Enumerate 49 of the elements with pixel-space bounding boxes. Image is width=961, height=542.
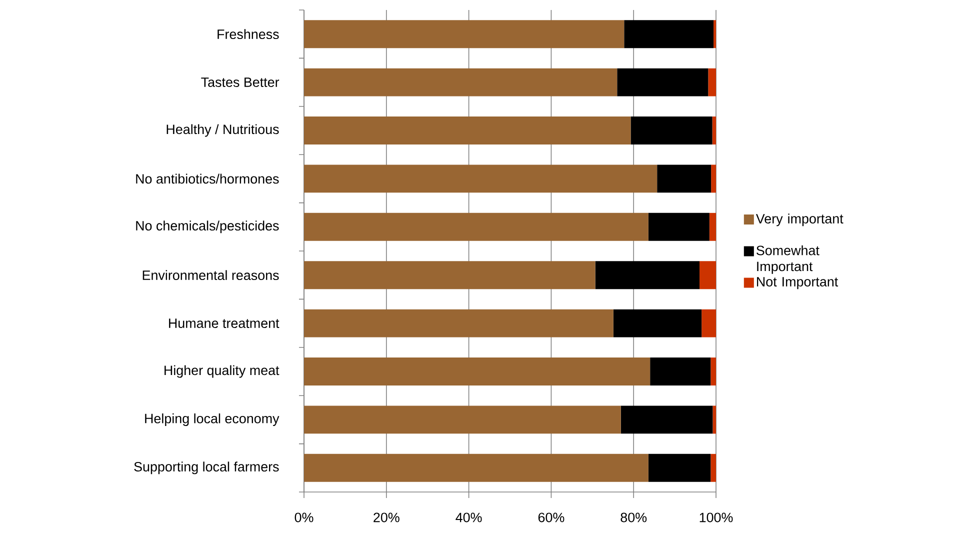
y-tick-label: Tastes Better bbox=[201, 78, 280, 87]
bar bbox=[304, 309, 614, 338]
bar bbox=[304, 116, 631, 144]
bar bbox=[613, 309, 702, 338]
bar bbox=[304, 261, 596, 290]
bar bbox=[709, 212, 716, 241]
bar bbox=[710, 454, 716, 482]
bar bbox=[712, 406, 716, 434]
y-tick-label: Humane treatment bbox=[169, 318, 280, 328]
bar bbox=[304, 454, 648, 482]
x-tick-label: 60% bbox=[538, 512, 564, 522]
bar bbox=[620, 406, 713, 434]
bar bbox=[304, 358, 650, 386]
x-tick-label: 80% bbox=[620, 512, 647, 522]
x-tick-label: 0% bbox=[294, 512, 314, 522]
y-tick-label: Environmental reasons bbox=[142, 270, 279, 280]
bar bbox=[714, 20, 716, 48]
bar bbox=[304, 212, 648, 241]
bar bbox=[708, 68, 716, 96]
bar bbox=[617, 68, 708, 96]
bar bbox=[648, 454, 711, 482]
bar bbox=[657, 164, 712, 193]
y-tick-label: No chemicals/pesticides bbox=[136, 220, 279, 234]
x-tick-label: 100% bbox=[700, 512, 733, 522]
bar bbox=[595, 261, 700, 290]
legend-label: Very important bbox=[756, 214, 844, 226]
legend-label: Somewhat Important bbox=[756, 245, 820, 274]
bar bbox=[648, 212, 710, 241]
bar bbox=[712, 116, 716, 144]
y-tick-label: Higher quality meat bbox=[164, 365, 280, 378]
bar bbox=[304, 406, 621, 434]
bar bbox=[711, 164, 716, 193]
y-tick-label: Freshness bbox=[218, 29, 279, 40]
bar bbox=[630, 116, 712, 144]
y-tick-label: Helping local economy bbox=[145, 413, 280, 426]
y-tick-label: Supporting local farmers bbox=[134, 462, 279, 474]
x-tick-label: 20% bbox=[374, 512, 400, 522]
bar bbox=[304, 68, 618, 96]
bar bbox=[624, 20, 714, 48]
bar bbox=[304, 164, 658, 193]
x-tick-label: 40% bbox=[456, 512, 482, 522]
bar bbox=[710, 358, 716, 386]
y-tick-label: Healthy / Nutritious bbox=[166, 124, 279, 137]
bar bbox=[650, 358, 711, 386]
legend-label: Not Important bbox=[757, 277, 838, 290]
y-tick-label: No antibiotics/hormones bbox=[136, 174, 279, 184]
bar bbox=[700, 261, 716, 290]
bar bbox=[304, 20, 624, 48]
bar bbox=[702, 309, 716, 338]
